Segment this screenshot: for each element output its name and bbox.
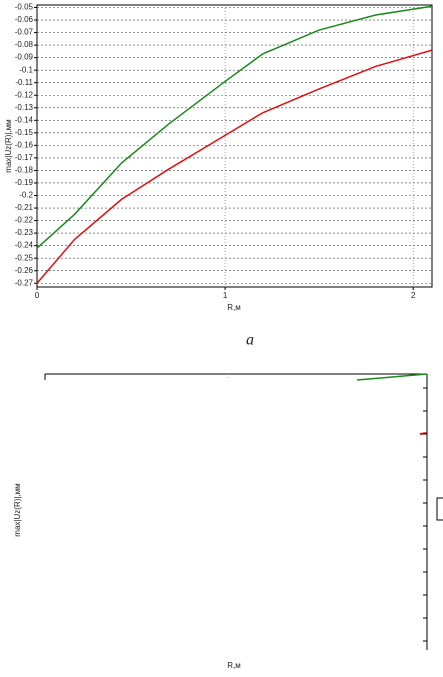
- y-tick-label: -0.05: [15, 3, 34, 12]
- caption: a: [246, 332, 254, 349]
- line-fragment: [356, 373, 428, 381]
- y-tick-label: -0.09: [15, 53, 34, 62]
- y-tick-label: -0.19: [15, 178, 34, 187]
- y-tick-label: -0.08: [15, 40, 34, 49]
- y-tick-label: -0.2: [19, 191, 33, 200]
- series-line: [36, 49, 433, 284]
- y-tick-label: -0.11: [15, 78, 33, 87]
- y-tick-label: -0.07: [15, 28, 34, 37]
- y-tick-label: -0.14: [15, 115, 34, 124]
- y-tick-label: -0.1: [19, 65, 33, 74]
- top-chart: max|Uz(R)|,мм R,м -0.05 -0.06 -0.07 -0.08 -0…: [4, 3, 433, 312]
- x-axis-label: R,м: [227, 661, 241, 670]
- y-tick-label: -0.15: [15, 128, 34, 137]
- y-tick-label: -0.17: [15, 153, 34, 162]
- x-tick-label: 0: [35, 291, 40, 300]
- x-tick-label: 1: [223, 291, 228, 300]
- y-axis-label: max|Uz(R)|,мм: [4, 119, 13, 172]
- y-tick-label: -0.26: [15, 266, 34, 275]
- y-tick-label: -0.22: [15, 216, 34, 225]
- bottom-chart: max|Uz(R)|,мм R,м: [13, 373, 443, 670]
- y-tick-label: -0.25: [15, 253, 34, 262]
- plot-frame: [36, 4, 433, 288]
- y-tick-label: -0.06: [15, 15, 34, 24]
- x-tick-label: 2: [411, 291, 416, 300]
- x-axis-label: R,м: [227, 303, 241, 312]
- y-tick-label: -0.27: [15, 278, 34, 287]
- series-line: [36, 5, 433, 249]
- y-axis-label: max|Uz(R)|,мм: [13, 483, 22, 536]
- y-tick-label: -0.12: [15, 90, 34, 99]
- y-tick-label: -0.24: [15, 241, 34, 250]
- legend-fragment: [436, 497, 443, 521]
- y-tick-label: -0.23: [15, 228, 34, 237]
- y-tick-label: -0.13: [15, 103, 34, 112]
- y-tick-label: -0.16: [15, 140, 34, 149]
- y-tick-label: -0.18: [15, 166, 34, 175]
- y-tick-label: -0.21: [15, 203, 34, 212]
